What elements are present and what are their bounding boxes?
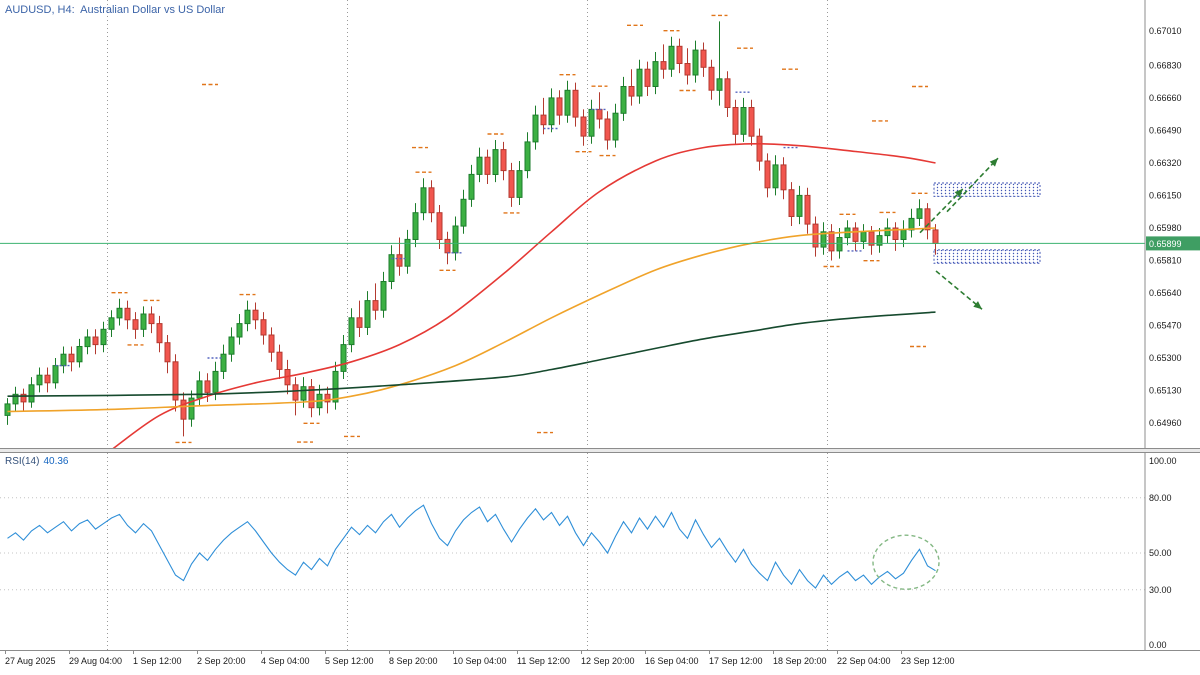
rsi-axis-label: 80.00 [1149,493,1172,503]
time-axis-label: 29 Aug 04:00 [69,656,123,666]
time-axis-label: 10 Sep 04:00 [453,656,507,666]
ma-slow-line [7,311,936,397]
rsi-panel-canvas[interactable]: 100.00 80.00 50.00 30.00 0.00 [0,453,1200,650]
time-axis-tick [453,651,454,654]
current-price-tag-text: 0.65899 [1149,239,1182,249]
time-axis-tick [5,651,6,654]
ma-medium-line [7,227,936,413]
time-axis-label: 18 Sep 20:00 [773,656,827,666]
time-axis-label: 22 Sep 04:00 [837,656,891,666]
time-axis-tick [773,651,774,654]
down-arrow[interactable] [935,270,983,310]
resistance-zone[interactable] [933,182,1041,197]
rsi-name: RSI(14) [5,456,40,467]
rsi-period-separators [107,453,828,650]
time-axis-tick [133,651,134,654]
time-axis-label: 5 Sep 12:00 [325,656,374,666]
time-axis-tick [645,651,646,654]
support-zone[interactable] [933,249,1041,264]
price-axis-label: 0.66320 [1149,158,1182,168]
time-axis-tick [901,651,902,654]
time-axis-label: 12 Sep 20:00 [581,656,635,666]
price-axis-label: 0.64960 [1149,418,1182,428]
rsi-level-lines [0,497,1145,591]
time-axis-label: 2 Sep 20:00 [197,656,246,666]
ma-fast-line [112,142,936,448]
time-axis-tick [325,651,326,654]
rsi-axis-label: 0.00 [1149,640,1167,650]
time-axis-label: 27 Aug 2025 [5,656,56,666]
price-chart-canvas[interactable]: 0.67010 0.66830 0.66660 0.66490 0.66320 0.661… [0,0,1200,448]
time-axis-tick [69,651,70,654]
time-axis-label: 23 Sep 12:00 [901,656,955,666]
candlestick-series [4,21,939,437]
current-price-tag [1146,236,1200,251]
time-axis-label: 17 Sep 12:00 [709,656,763,666]
time-axis-label: 1 Sep 12:00 [133,656,182,666]
price-axis-label: 0.65640 [1149,288,1182,298]
rsi-axis[interactable]: 100.00 80.00 50.00 30.00 0.00 [1144,453,1177,650]
price-axis[interactable]: 0.67010 0.66830 0.66660 0.66490 0.66320 0.661… [1144,0,1200,448]
price-axis-label: 0.65470 [1149,321,1182,331]
time-axis-tick [261,651,262,654]
price-axis-label: 0.66660 [1149,93,1182,103]
time-axis-label: 16 Sep 04:00 [645,656,699,666]
rsi-axis-label: 30.00 [1149,585,1172,595]
time-axis-tick [581,651,582,654]
time-axis-label: 11 Sep 12:00 [517,656,570,666]
price-axis-label: 0.67010 [1149,26,1182,36]
time-axis[interactable]: 27 Aug 2025 29 Aug 04:00 1 Sep 12:00 2 Sep … [0,650,1200,675]
panel-divider[interactable] [0,448,1200,453]
time-axis-tick [197,651,198,654]
rsi-indicator-label: RSI(14) 40.36 [5,456,68,467]
time-axis-tick [389,651,390,654]
price-axis-label: 0.66830 [1149,60,1182,70]
time-axis-tick [837,651,838,654]
time-axis-tick [517,651,518,654]
time-axis-tick [709,651,710,654]
fractal-markers [111,14,928,444]
blue-dash-markers [55,91,864,367]
price-axis-label: 0.65810 [1149,256,1182,266]
price-axis-label: 0.66490 [1149,125,1182,135]
time-axis-label: 8 Sep 20:00 [389,656,438,666]
rsi-line [7,504,936,589]
chart-title: AUDUSD, H4: Australian Dollar vs US Doll… [5,4,226,16]
price-axis-label: 0.65130 [1149,386,1182,396]
up-arrow-long[interactable] [946,157,999,213]
price-axis-label: 0.66150 [1149,190,1182,200]
rsi-axis-label: 50.00 [1149,548,1172,558]
price-axis-label: 0.65300 [1149,353,1182,363]
rsi-axis-label: 100.00 [1149,456,1177,466]
period-separators [107,0,828,448]
time-axis-label: 4 Sep 04:00 [261,656,310,666]
rsi-value: 40.36 [43,456,69,467]
rsi-highlight-circle[interactable] [872,534,940,590]
up-arrow-short[interactable] [919,188,964,234]
price-axis-label: 0.65980 [1149,223,1182,233]
